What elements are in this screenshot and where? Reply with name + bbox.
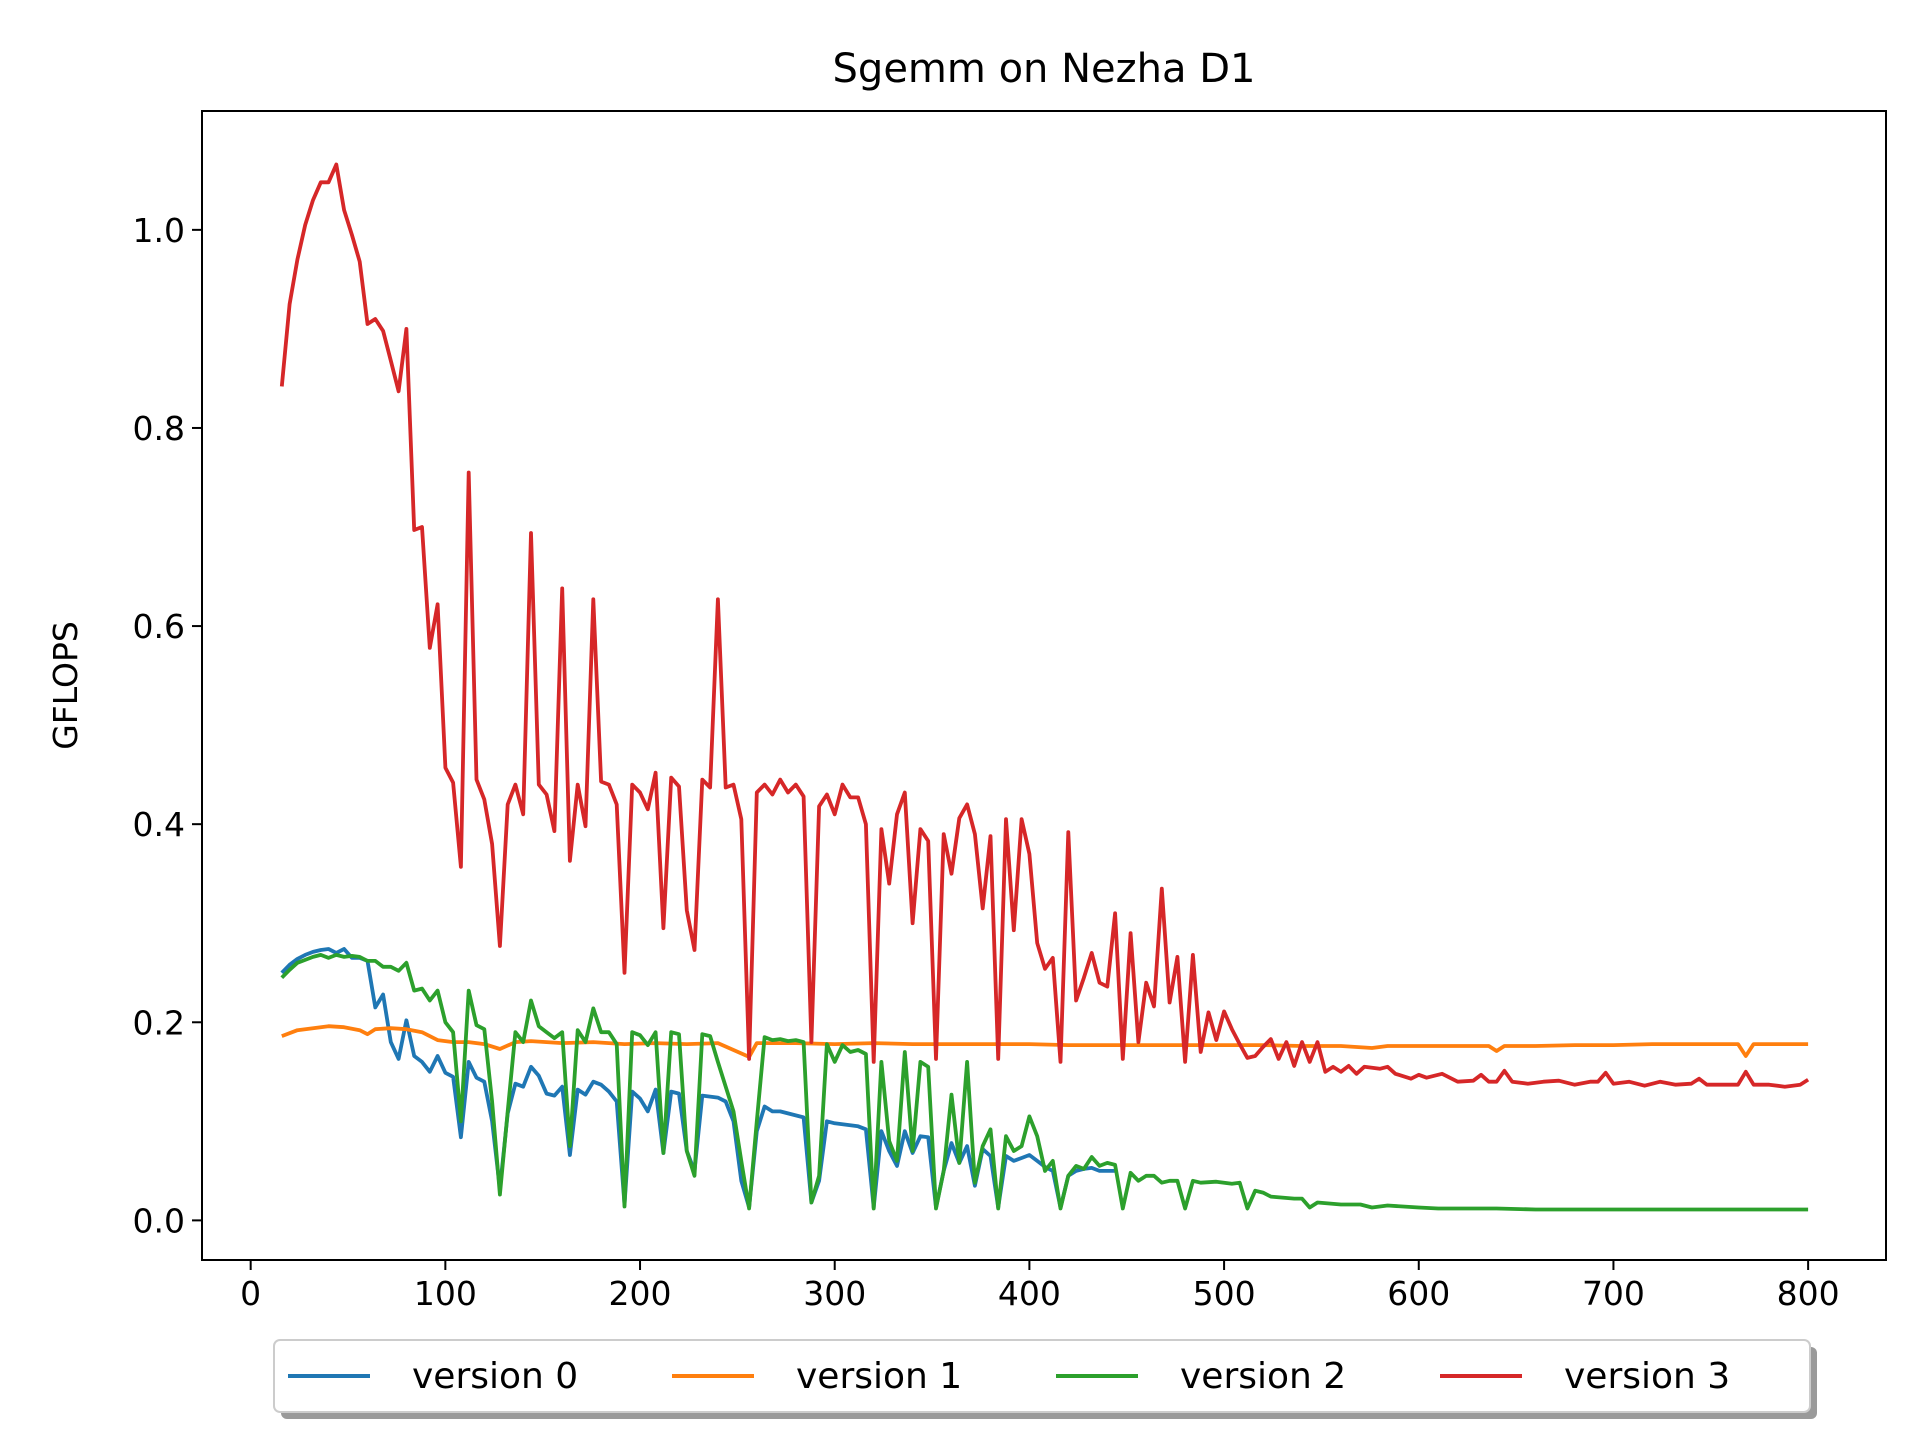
legend-label-version-2: version 2	[1180, 1356, 1346, 1397]
legend: version 0 version 1 version 2 version 3	[273, 1339, 1817, 1419]
x-tick-label: 200	[609, 1274, 672, 1313]
y-tick-label: 1.0	[133, 211, 185, 250]
x-tick-label: 800	[1777, 1274, 1840, 1313]
y-tick-label: 0.6	[133, 607, 185, 646]
y-tick-label: 0.0	[133, 1201, 185, 1240]
series-line-version-3	[279, 162, 1810, 1089]
legend-label-version-0: version 0	[412, 1356, 578, 1397]
series-line-version-1	[281, 1024, 1809, 1059]
x-tick-label: 300	[803, 1274, 866, 1313]
y-tick-label: 0.8	[133, 409, 185, 448]
plot-frame	[201, 110, 1887, 1261]
y-tick-label: 0.2	[133, 1003, 185, 1042]
x-tick-label: 500	[1193, 1274, 1256, 1313]
y-tick-label: 0.4	[133, 805, 185, 844]
legend-label-version-3: version 3	[1564, 1356, 1730, 1397]
chart-title: Sgemm on Nezha D1	[833, 46, 1256, 92]
x-tick-label: 600	[1387, 1274, 1450, 1313]
y-axis-label: GFLOPS	[46, 621, 85, 750]
y-axis: 0.0 0.2 0.4 0.6 0.8 1.0	[133, 211, 202, 1240]
x-tick-label: 0	[240, 1274, 261, 1313]
legend-label-version-1: version 1	[796, 1356, 962, 1397]
x-tick-label: 700	[1582, 1274, 1645, 1313]
x-axis: 0 100 200 300 400 500 600 700 800	[240, 1260, 1840, 1313]
plot-lines	[279, 162, 1810, 1212]
x-tick-label: 400	[998, 1274, 1061, 1313]
series-line-version-2	[280, 953, 1809, 1212]
x-tick-label: 100	[414, 1274, 477, 1313]
legend-box	[273, 1339, 1811, 1413]
